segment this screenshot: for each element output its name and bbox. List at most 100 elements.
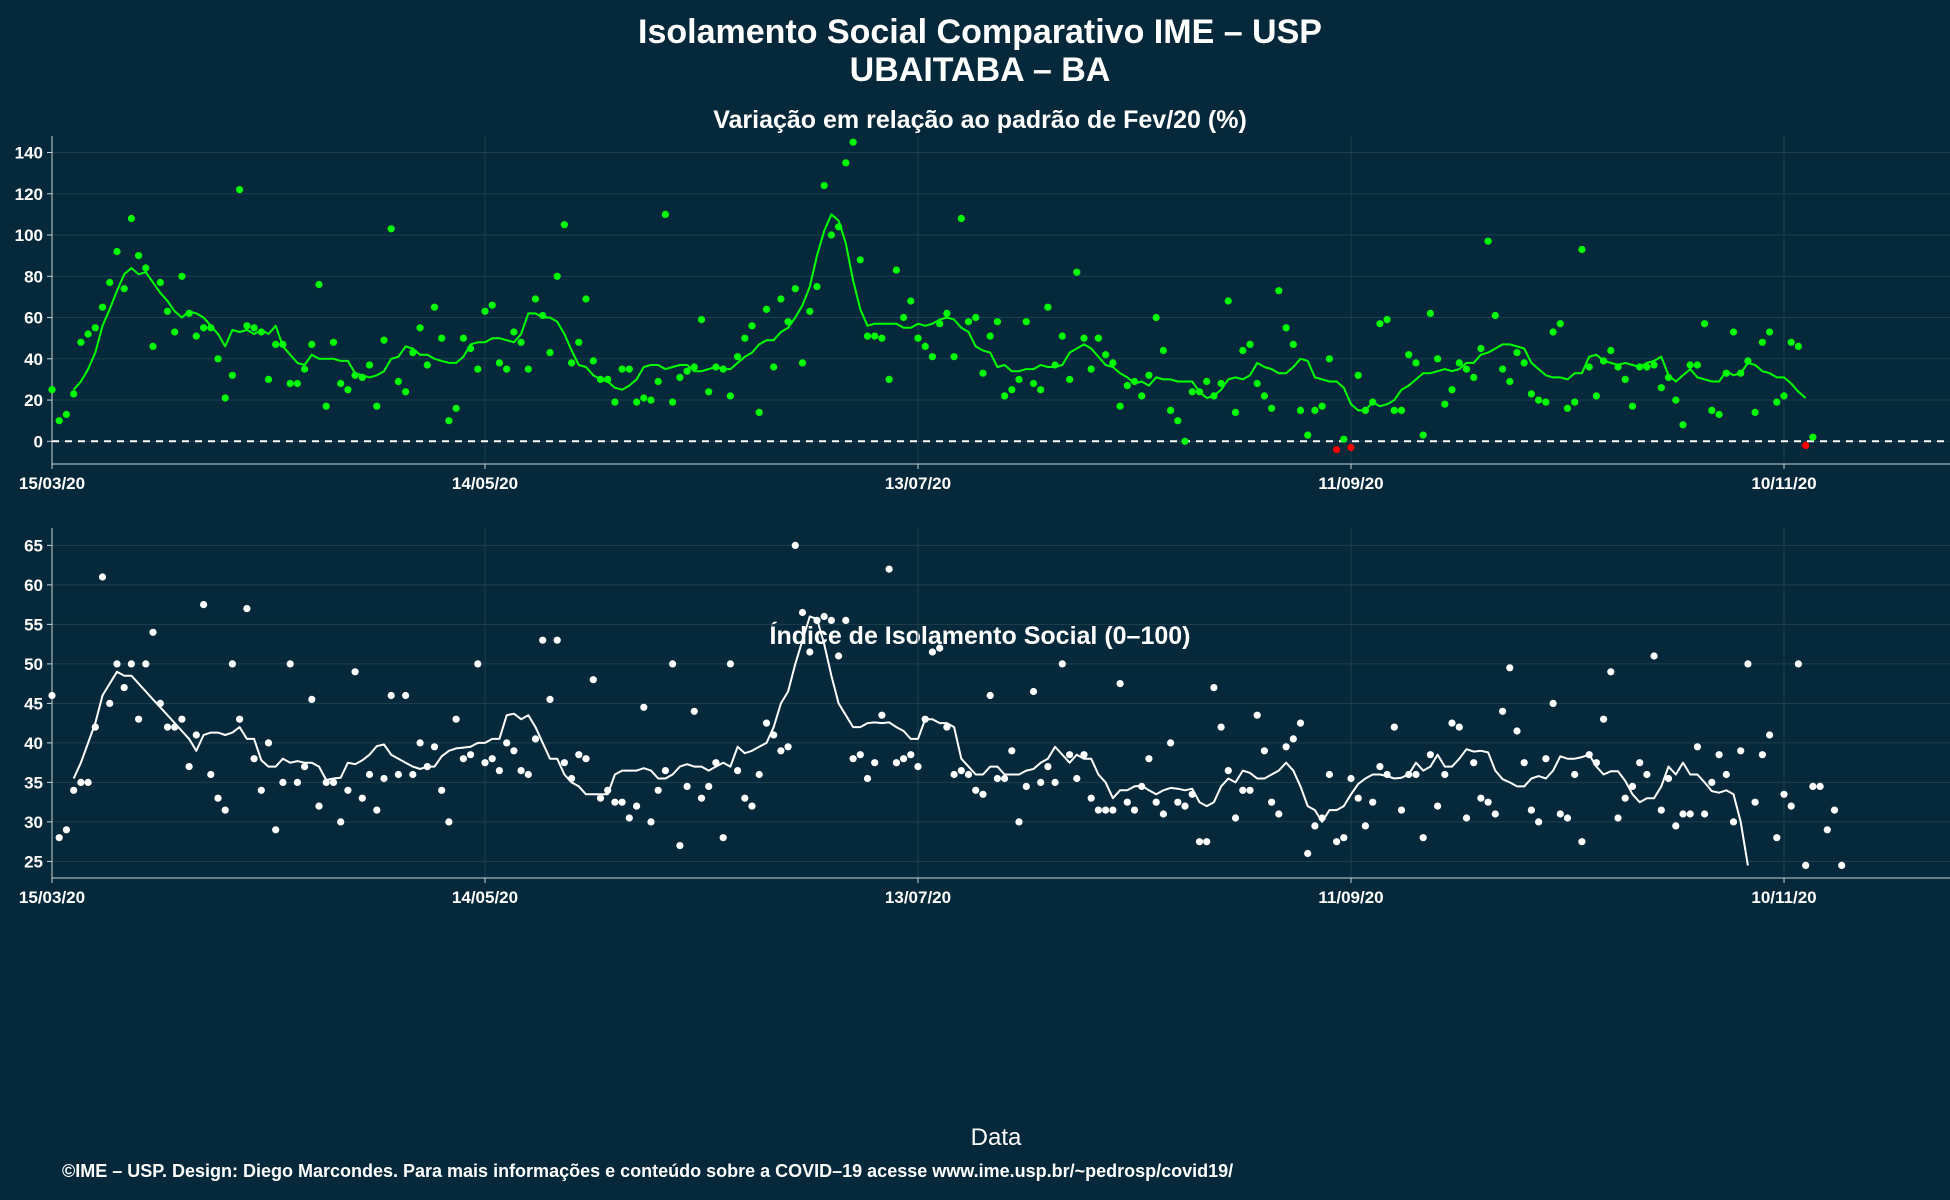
variation-data-point bbox=[308, 340, 316, 348]
chart-subtitle: UBAITABA – BA bbox=[850, 51, 1111, 89]
index-data-point bbox=[878, 711, 886, 719]
variation-data-point bbox=[568, 359, 576, 367]
variation-data-point bbox=[1780, 392, 1788, 400]
variation-data-point bbox=[495, 359, 503, 367]
index-data-point bbox=[98, 573, 107, 581]
variation-data-point bbox=[943, 309, 951, 317]
variation-data-point bbox=[611, 398, 619, 406]
index-data-point bbox=[827, 616, 836, 625]
index-data-point bbox=[1426, 751, 1434, 759]
variation-data-point bbox=[77, 338, 85, 346]
index-data-point bbox=[1708, 778, 1716, 787]
variation-data-point bbox=[1773, 398, 1781, 406]
variation-x-tick-label: 11/09/20 bbox=[1318, 474, 1383, 493]
index-data-point bbox=[560, 759, 569, 767]
index-data-point bbox=[1758, 751, 1766, 759]
index-data-point bbox=[1347, 774, 1355, 783]
index-data-point bbox=[1614, 814, 1622, 822]
variation-data-point bbox=[55, 417, 63, 425]
index-data-point bbox=[1419, 834, 1427, 842]
index-data-point bbox=[1123, 798, 1131, 806]
index-data-point bbox=[1506, 664, 1514, 672]
index-data-point bbox=[596, 794, 605, 802]
index-data-point bbox=[481, 759, 489, 767]
index-data-point bbox=[192, 731, 200, 739]
index-data-point bbox=[1369, 798, 1377, 806]
variation-data-point bbox=[1737, 369, 1745, 377]
variation-data-point bbox=[1159, 346, 1167, 355]
index-data-point bbox=[1650, 652, 1658, 660]
index-data-point bbox=[337, 818, 345, 826]
index-data-point bbox=[914, 763, 922, 771]
index-data-point bbox=[459, 755, 467, 763]
variation-data-point bbox=[596, 375, 605, 383]
variation-data-point bbox=[1066, 375, 1074, 383]
variation-data-point bbox=[1571, 398, 1579, 406]
index-data-point bbox=[1693, 743, 1701, 751]
index-data-point bbox=[228, 660, 236, 668]
index-data-point bbox=[1376, 763, 1384, 771]
index-data-point bbox=[1578, 838, 1586, 846]
variation-data-point bbox=[986, 332, 994, 340]
index-data-point bbox=[163, 723, 172, 731]
index-data-point bbox=[351, 668, 359, 676]
index-data-point bbox=[1766, 731, 1774, 739]
variation-data-point bbox=[250, 324, 258, 332]
variation-data-point bbox=[1794, 342, 1802, 350]
index-y-tick-label: 60 bbox=[24, 576, 43, 595]
variation-data-point bbox=[734, 353, 742, 361]
variation-data-point bbox=[488, 301, 496, 309]
variation-data-point bbox=[1203, 377, 1211, 386]
chart-title: Isolamento Social Comparativo IME – USP bbox=[638, 13, 1322, 51]
variation-data-point bbox=[1802, 441, 1810, 449]
variation-data-point bbox=[1556, 320, 1564, 328]
index-data-point bbox=[1116, 680, 1124, 688]
index-data-point bbox=[1167, 739, 1175, 747]
variation-data-point bbox=[1650, 361, 1658, 369]
variation-data-point bbox=[726, 392, 735, 400]
variation-data-point bbox=[1080, 334, 1088, 342]
variation-data-point bbox=[1383, 316, 1391, 324]
variation-data-point bbox=[1102, 351, 1110, 359]
variation-data-point bbox=[748, 322, 756, 330]
index-data-point bbox=[993, 774, 1002, 783]
index-data-point bbox=[856, 751, 864, 759]
index-data-point bbox=[430, 743, 439, 751]
index-data-point bbox=[1203, 838, 1211, 846]
variation-data-point bbox=[1029, 379, 1038, 388]
variation-data-point bbox=[1686, 361, 1694, 369]
index-data-point bbox=[1080, 751, 1088, 759]
index-data-point bbox=[1549, 699, 1557, 708]
index-data-point bbox=[416, 739, 424, 747]
index-data-point bbox=[1527, 806, 1535, 814]
variation-y-tick-label: 20 bbox=[24, 391, 43, 410]
variation-data-point bbox=[856, 256, 864, 264]
variation-data-point bbox=[1621, 375, 1629, 383]
variation-data-point bbox=[1296, 406, 1305, 414]
variation-data-point bbox=[820, 181, 828, 190]
index-data-point bbox=[1253, 711, 1261, 719]
index-data-point bbox=[524, 770, 532, 779]
index-data-point bbox=[633, 802, 641, 810]
variation-data-point bbox=[1787, 338, 1795, 346]
variation-data-point bbox=[762, 305, 771, 313]
index-data-point bbox=[1484, 798, 1492, 806]
index-data-point bbox=[1174, 798, 1182, 806]
index-data-point bbox=[553, 636, 561, 644]
index-data-point bbox=[1397, 806, 1406, 814]
index-data-point bbox=[741, 794, 749, 802]
index-data-point bbox=[1520, 759, 1528, 767]
variation-data-point bbox=[575, 338, 583, 346]
index-moving-average-line bbox=[72, 615, 1749, 866]
index-data-point bbox=[1260, 747, 1268, 755]
variation-data-point bbox=[1751, 408, 1759, 416]
index-data-point bbox=[1477, 794, 1485, 802]
index-data-point bbox=[748, 802, 756, 810]
index-data-point bbox=[365, 770, 374, 779]
variation-data-point bbox=[1766, 328, 1774, 336]
variation-x-tick-label: 15/03/20 bbox=[19, 474, 85, 493]
index-data-point bbox=[1780, 790, 1788, 798]
variation-data-point bbox=[1181, 437, 1189, 445]
index-data-point bbox=[1643, 770, 1651, 779]
variation-data-point bbox=[589, 357, 597, 365]
